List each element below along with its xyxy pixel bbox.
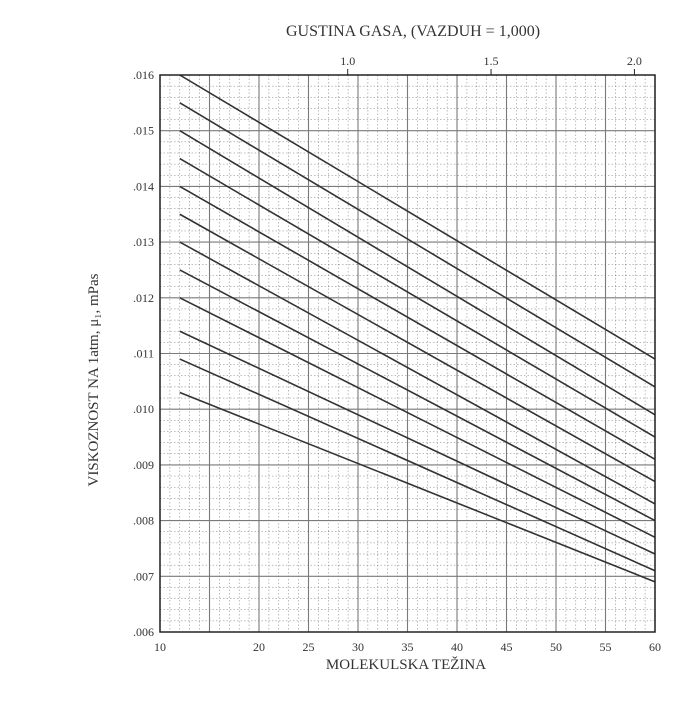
y-tick-label: .010 [133,402,154,416]
series-line [179,102,656,388]
series-line [179,74,656,360]
x-tick-label: 40 [451,640,463,654]
series-line [179,297,656,539]
series-line [179,185,656,461]
x-tick-label: 60 [649,640,661,654]
top-tick-label: 1.5 [484,54,499,68]
x-tick-labels: 10 20 25 30 35 40 45 50 55 60 [154,640,661,654]
y-tick-label: .013 [133,235,154,249]
x-tick-label: 35 [402,640,414,654]
series-line [179,330,656,555]
top-tick-label: 2.0 [627,54,642,68]
y-tick-label: .006 [133,625,154,639]
grid [159,74,656,633]
x-tick-label: 25 [303,640,315,654]
y-tick-label: .011 [133,347,154,361]
y-tick-label: .014 [133,179,154,193]
series-line [179,241,656,505]
series-line [179,269,656,522]
top-tick-labels: 1.0 1.5 2.0 [340,54,642,75]
series-line [179,391,656,583]
y-tick-label: .009 [133,458,154,472]
y-tick-labels: .006 .007 .008 .009 .010 .011 .012 .013 .014 .015… [133,68,154,639]
y-tick-label: .015 [133,124,154,138]
series-line [179,130,656,416]
x-tick-label: 50 [550,640,562,654]
x-tick-label: 55 [600,640,612,654]
chart-title: GUSTINA GASA, (VAZDUH = 1,000) [286,23,540,40]
top-tick-label: 1.0 [340,54,355,68]
y-axis-label: VISKOZNOST NA 1atm, μ₁, mPas [86,273,102,486]
y-tick-label: .007 [133,569,154,583]
series-group [179,74,656,583]
x-axis-label: MOLEKULSKA TEŽINA [326,656,486,673]
x-tick-label: 20 [253,640,265,654]
y-tick-label: .008 [133,514,154,528]
y-tick-label: .016 [133,68,154,82]
series-line [179,213,656,483]
x-tick-label: 30 [352,640,364,654]
series-line [179,157,656,438]
x-tick-label: 45 [501,640,513,654]
x-tick-label: 10 [154,640,166,654]
plot-frame [159,74,656,633]
y-tick-label: .012 [133,291,154,305]
series-line [179,358,656,572]
